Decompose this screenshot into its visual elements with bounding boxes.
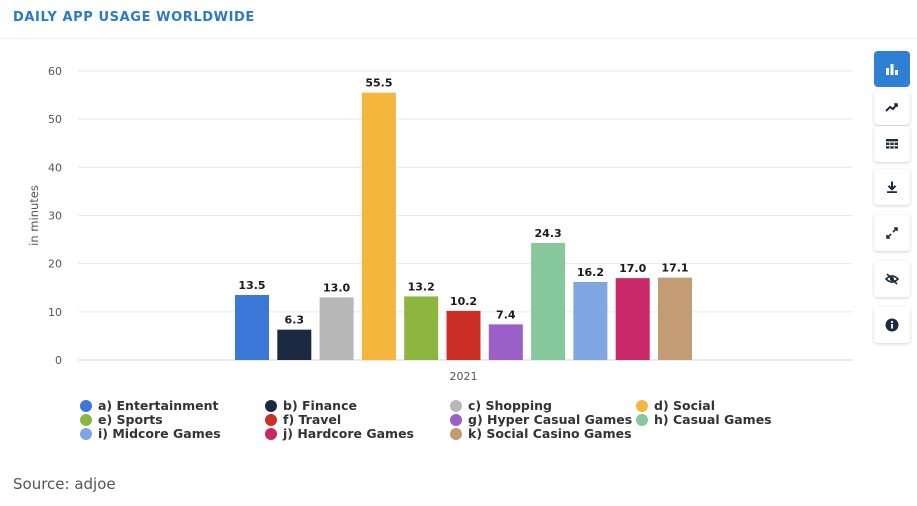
legend-label: i) Midcore Games [98, 426, 221, 441]
bar-7 [488, 324, 523, 360]
legend-item[interactable]: c) Shopping [450, 398, 552, 413]
legend-item[interactable]: a) Entertainment [80, 398, 219, 413]
bar-2 [277, 329, 312, 360]
data-label: 16.2 [577, 266, 604, 279]
data-label: 24.3 [535, 227, 562, 240]
bar-chart-icon [886, 64, 898, 75]
legend-marker [265, 427, 277, 440]
data-label: 13.2 [408, 280, 435, 293]
y-tick-label: 50 [48, 113, 62, 126]
bar-chart-button[interactable] [874, 51, 910, 87]
legend-marker [80, 399, 92, 412]
legend-item[interactable]: f) Travel [265, 412, 341, 427]
legend-item[interactable]: e) Sports [80, 412, 163, 427]
fullscreen-button[interactable] [874, 215, 910, 251]
hide-button[interactable] [874, 261, 910, 297]
expand-icon [886, 227, 898, 239]
legend-label: c) Shopping [468, 398, 552, 413]
legend-marker [636, 399, 648, 412]
legend-marker [450, 413, 462, 426]
y-tick-label: 60 [48, 65, 62, 78]
legend-label: j) Hardcore Games [283, 426, 414, 441]
data-label: 6.3 [285, 314, 305, 327]
bar-4 [361, 92, 396, 361]
legend-marker [450, 399, 462, 412]
data-label: 17.0 [619, 262, 646, 275]
bar-1 [235, 294, 269, 360]
legend-marker [80, 427, 92, 440]
chart-title: DAILY APP USAGE WORLDWIDE [13, 10, 255, 25]
data-label: 13.5 [238, 279, 265, 292]
bar-5 [404, 296, 439, 360]
data-label: 7.4 [496, 308, 516, 321]
y-tick-label: 10 [48, 306, 62, 319]
legend-marker [636, 413, 648, 426]
legend-item[interactable]: k) Social Casino Games [450, 426, 632, 441]
data-label: 13.0 [323, 281, 350, 294]
data-label: 55.5 [365, 77, 392, 90]
legend-label: b) Finance [283, 398, 357, 413]
data-label: 10.2 [450, 295, 477, 308]
eye-off-icon [885, 273, 899, 285]
legend-marker [450, 427, 462, 440]
info-button[interactable] [874, 307, 910, 343]
y-tick-label: 0 [55, 354, 62, 367]
source-note: Source: adjoe [13, 475, 116, 493]
line-chart-icon [885, 103, 898, 112]
legend-label: e) Sports [98, 412, 163, 427]
info-icon [885, 318, 899, 332]
legend-item[interactable]: j) Hardcore Games [265, 426, 414, 441]
legend-item[interactable]: i) Midcore Games [80, 426, 221, 441]
bar-3 [319, 297, 354, 360]
legend-label: d) Social [654, 398, 716, 413]
bar-9 [573, 281, 608, 360]
x-tick-label: 2021 [450, 370, 478, 383]
y-tick-label: 40 [48, 161, 62, 174]
legend-label: k) Social Casino Games [468, 426, 632, 441]
y-axis-label: in minutes [27, 185, 41, 246]
table-icon [886, 139, 898, 149]
legend-marker [80, 413, 92, 426]
y-tick-label: 30 [48, 210, 62, 223]
legend-marker [265, 413, 277, 426]
legend-label: a) Entertainment [98, 398, 219, 413]
data-label: 17.1 [661, 262, 688, 275]
y-tick-label: 20 [48, 258, 62, 271]
bar-11 [658, 277, 692, 360]
download-button[interactable] [874, 169, 910, 205]
legend-label: f) Travel [283, 412, 342, 427]
bar-6 [446, 310, 481, 360]
line-chart-button[interactable] [874, 89, 910, 125]
download-icon [887, 181, 897, 193]
legend-item[interactable]: b) Finance [265, 398, 357, 413]
legend-item[interactable]: h) Casual Games [636, 412, 772, 427]
chart-header: DAILY APP USAGE WORLDWIDE [0, 0, 917, 39]
legend-marker [265, 399, 277, 412]
bar-10 [615, 278, 650, 360]
legend-item[interactable]: g) Hyper Casual Games [450, 412, 632, 427]
legend-item[interactable]: d) Social [636, 398, 715, 413]
bar-8 [531, 242, 566, 360]
bar-chart: 0 10 20 30 40 50 60 in minutes 13.5 6.3 13.0 55.5 13… [27, 65, 852, 383]
table-view-button[interactable] [874, 126, 910, 162]
legend-label: h) Casual Games [654, 412, 772, 427]
legend-label: g) Hyper Casual Games [468, 412, 633, 427]
